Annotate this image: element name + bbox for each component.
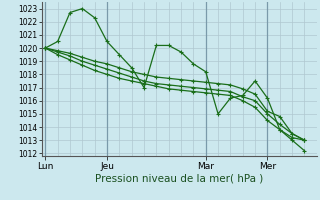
X-axis label: Pression niveau de la mer( hPa ): Pression niveau de la mer( hPa ): [95, 173, 263, 183]
